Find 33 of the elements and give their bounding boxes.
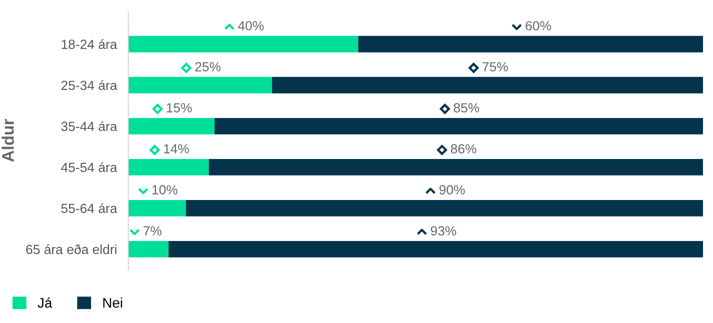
legend-label: Já <box>38 297 52 308</box>
bar <box>272 76 704 94</box>
y-tick-label: 55-64 ára <box>61 203 118 214</box>
data-label: 86% <box>450 144 476 154</box>
bar <box>128 76 272 94</box>
y-axis-title: Aldur <box>2 119 14 162</box>
y-tick-label: 25-34 ára <box>61 80 118 90</box>
bar <box>186 200 704 216</box>
data-label: 85% <box>454 103 480 112</box>
y-tick-label: 65 ára eða eldri <box>26 244 116 254</box>
bar <box>358 36 704 52</box>
bar <box>128 118 215 134</box>
data-label: 10% <box>152 185 178 194</box>
bar <box>128 36 358 52</box>
bar <box>128 200 186 216</box>
y-tick-label: 35-44 ára <box>61 121 118 132</box>
data-label: 75% <box>482 62 508 72</box>
data-label: 7% <box>144 226 162 236</box>
bar <box>168 240 704 258</box>
bar <box>208 158 704 176</box>
data-label: 60% <box>526 21 551 30</box>
y-tick-label: 45-54 ára <box>61 162 118 172</box>
bar <box>214 118 704 134</box>
data-label: 25% <box>195 62 221 72</box>
bar <box>128 240 169 258</box>
data-label: 90% <box>439 185 465 194</box>
data-label: 40% <box>238 21 264 30</box>
data-label: 93% <box>430 226 456 236</box>
y-tick-label: 18-24 ára <box>62 39 118 50</box>
legend-label: Nei <box>103 298 122 308</box>
bar <box>128 158 209 176</box>
data-label: 15% <box>166 103 192 112</box>
data-label: 14% <box>164 144 189 154</box>
